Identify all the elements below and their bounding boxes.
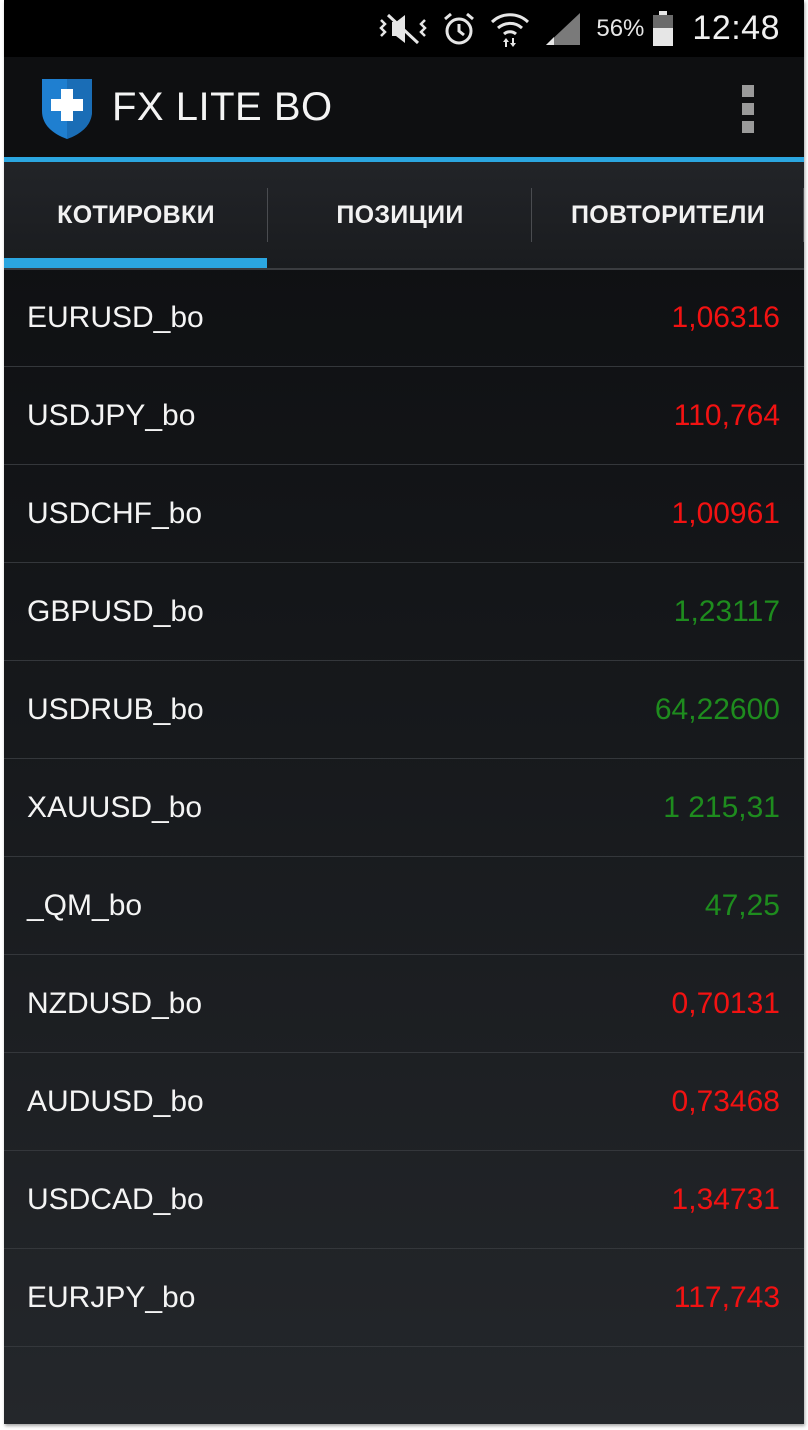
quote-symbol: _QM_bo: [27, 888, 143, 922]
status-bar: 56% 12:48: [4, 0, 804, 57]
signal-icon: [544, 11, 582, 47]
overflow-menu-icon[interactable]: [736, 85, 760, 133]
quote-price: 110,764: [673, 398, 780, 432]
quote-row[interactable]: _QM_bo 47,25: [4, 857, 804, 955]
quote-symbol: USDRUB_bo: [27, 692, 204, 726]
quote-symbol: USDCAD_bo: [27, 1182, 204, 1216]
battery-icon: [652, 10, 674, 47]
alarm-icon: [442, 11, 476, 47]
tab-repeaters[interactable]: ПОВТОРИТЕЛИ: [532, 162, 804, 268]
quote-price: 0,73468: [671, 1084, 780, 1118]
quote-row[interactable]: USDRUB_bo 64,22600: [4, 661, 804, 759]
tab-divider: [803, 188, 804, 242]
tab-label: ПОЗИЦИИ: [336, 200, 464, 229]
quote-price: 64,22600: [654, 692, 780, 726]
quote-row[interactable]: USDJPY_bo 110,764: [4, 367, 804, 465]
action-bar: FX LITE BO: [4, 57, 804, 162]
status-icons: 56% 12:48: [364, 0, 780, 57]
wifi-icon: [490, 10, 530, 48]
quote-row[interactable]: EURJPY_bo 117,743: [4, 1249, 804, 1347]
tab-selected-indicator: [4, 258, 267, 268]
quote-symbol: GBPUSD_bo: [27, 594, 204, 628]
quote-price: 1 215,31: [663, 790, 780, 824]
app-title: FX LITE BO: [112, 85, 333, 129]
shield-plus-icon[interactable]: [40, 77, 94, 141]
clock: 12:48: [692, 9, 780, 47]
quote-row[interactable]: AUDUSD_bo 0,73468: [4, 1053, 804, 1151]
quote-symbol: USDJPY_bo: [27, 398, 196, 432]
tab-label: КОТИРОВКИ: [57, 200, 215, 229]
quote-symbol: EURJPY_bo: [27, 1280, 196, 1314]
quote-symbol: USDCHF_bo: [27, 496, 203, 530]
quote-row[interactable]: NZDUSD_bo 0,70131: [4, 955, 804, 1053]
tab-bar: КОТИРОВКИ ПОЗИЦИИ ПОВТОРИТЕЛИ: [4, 162, 804, 270]
tab-divider: [267, 188, 268, 242]
quote-row[interactable]: USDCAD_bo 1,34731: [4, 1151, 804, 1249]
quote-price: 1,06316: [671, 300, 780, 334]
quote-row[interactable]: GBPUSD_bo 1,23117: [4, 563, 804, 661]
quote-price: 1,23117: [673, 594, 780, 628]
quote-price: 47,25: [704, 888, 780, 922]
tab-divider: [531, 188, 532, 242]
quote-price: 117,743: [673, 1280, 780, 1314]
quote-symbol: AUDUSD_bo: [27, 1084, 204, 1118]
phone-screen: 56% 12:48 FX LITE BO: [4, 0, 804, 1424]
quote-symbol: EURUSD_bo: [27, 300, 204, 334]
tab-label: ПОВТОРИТЕЛИ: [570, 200, 765, 229]
quote-price: 1,00961: [671, 496, 780, 530]
quote-price: 0,70131: [671, 986, 780, 1020]
tab-positions[interactable]: ПОЗИЦИИ: [268, 162, 532, 268]
quote-price: 1,34731: [671, 1182, 780, 1216]
quotes-list: EURUSD_bo 1,06316 USDJPY_bo 110,764 USDC…: [4, 269, 804, 1347]
quote-row[interactable]: XAUUSD_bo 1 215,31: [4, 759, 804, 857]
quote-row[interactable]: EURUSD_bo 1,06316: [4, 269, 804, 367]
battery-percent: 56%: [596, 14, 645, 42]
quote-symbol: XAUUSD_bo: [27, 790, 203, 824]
quote-symbol: NZDUSD_bo: [27, 986, 203, 1020]
tab-quotes[interactable]: КОТИРОВКИ: [4, 162, 268, 268]
vibrate-off-icon: [378, 12, 428, 46]
quote-row[interactable]: USDCHF_bo 1,00961: [4, 465, 804, 563]
